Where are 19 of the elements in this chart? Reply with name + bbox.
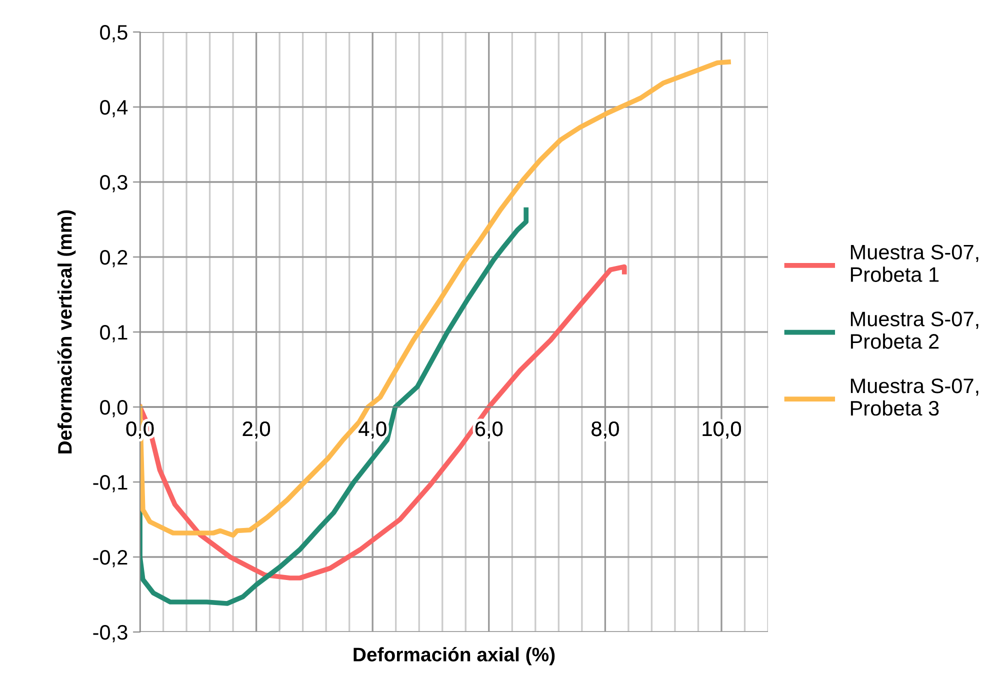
legend-label: Muestra S-07, Probeta 1 (850, 244, 978, 282)
x-tick-label: 6,0 (475, 421, 503, 439)
y-tick-label: -0,2 (93, 550, 128, 568)
x-tick-label: 8,0 (592, 421, 619, 439)
x-tick-label: 10,0 (702, 421, 741, 439)
y-tick-label: 0,0 (100, 400, 128, 418)
y-tick-label: -0,1 (93, 475, 128, 492)
y-tick-label: -0,3 (93, 625, 128, 642)
y-axis-title: Deformación vertical (mm) (57, 210, 76, 454)
x-axis-title: Deformación axial (%) (354, 647, 555, 666)
y-tick-label: 0,3 (100, 175, 128, 192)
legend-label: Muestra S-07, Probeta 2 (850, 312, 978, 349)
x-tick-label: 4,0 (358, 421, 386, 439)
y-tick-label: 0,2 (100, 250, 128, 268)
x-tick-label: 2,0 (242, 421, 270, 439)
y-tick-label: 0,5 (100, 25, 128, 42)
legend-label: Muestra S-07, Probeta 3 (850, 378, 978, 416)
y-tick-label: 0,1 (100, 325, 128, 342)
y-tick-label: 0,4 (100, 100, 128, 118)
